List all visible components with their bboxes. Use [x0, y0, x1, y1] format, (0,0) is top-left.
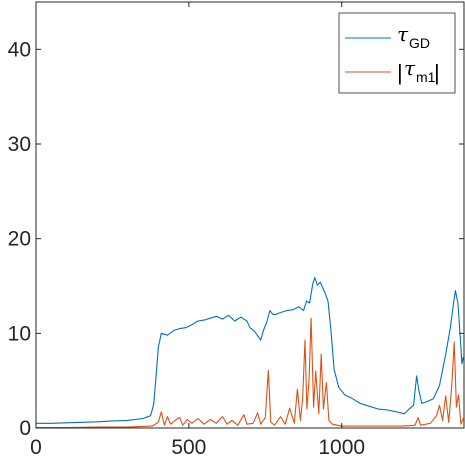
legend-label-sub: GD	[409, 35, 430, 51]
axes-box	[35, 1, 465, 429]
legend-abs-right: |	[434, 60, 440, 85]
legend-abs-left: |	[397, 60, 403, 85]
legend-entry: | τ m1|	[397, 56, 440, 85]
legend-label-main: τ	[404, 56, 416, 80]
y-tick-label: 20	[8, 228, 31, 251]
series-line-tau-m1	[36, 317, 464, 429]
y-tick-label: 40	[8, 38, 31, 61]
x-tick-label: 500	[171, 436, 206, 459]
x-tick-label: 1000	[318, 436, 365, 459]
y-tick-label: 0	[19, 417, 31, 440]
legend-label-main: τ	[397, 22, 409, 46]
legend-label-sub: m1	[416, 69, 436, 85]
legend-box	[338, 12, 456, 94]
legend: τ GD| τ m1|	[338, 12, 456, 94]
y-tick-label: 10	[8, 322, 31, 345]
axes-layer: 0 10 20 30 40 0 500 1000	[8, 1, 465, 459]
x-tick-label: 0	[30, 436, 42, 459]
legend-entry: τ GD	[397, 22, 430, 51]
series-line-tau-gd	[36, 276, 464, 424]
series-layer	[36, 276, 464, 429]
y-tick-label: 30	[8, 133, 31, 156]
